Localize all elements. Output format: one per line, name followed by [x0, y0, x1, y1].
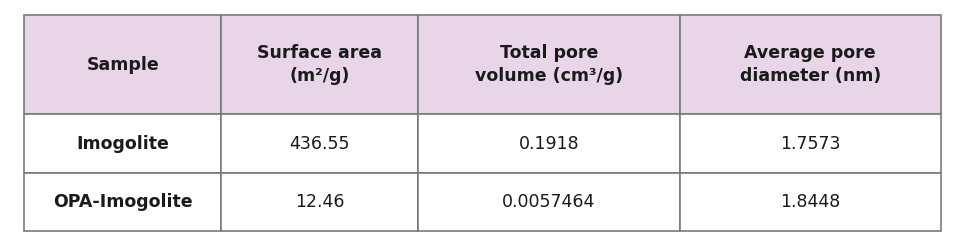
Bar: [418, 114, 679, 173]
Bar: [679, 114, 941, 173]
Bar: [418, 173, 679, 231]
Text: 1.8448: 1.8448: [780, 193, 841, 211]
Text: OPA-Imogolite: OPA-Imogolite: [53, 193, 192, 211]
Text: 0.0057464: 0.0057464: [502, 193, 595, 211]
Bar: [418, 15, 679, 114]
Text: 436.55: 436.55: [290, 135, 350, 153]
Text: 12.46: 12.46: [295, 193, 345, 211]
Bar: [221, 173, 418, 231]
Text: Imogolite: Imogolite: [76, 135, 169, 153]
Bar: [679, 15, 941, 114]
Bar: [24, 15, 221, 114]
Bar: [221, 114, 418, 173]
Bar: [679, 173, 941, 231]
Text: 1.7573: 1.7573: [780, 135, 841, 153]
Text: Surface area
(m²/g): Surface area (m²/g): [258, 44, 382, 85]
Bar: [24, 173, 221, 231]
Bar: [221, 15, 418, 114]
Text: Average pore
diameter (nm): Average pore diameter (nm): [739, 44, 881, 85]
Bar: [24, 114, 221, 173]
Text: Sample: Sample: [86, 56, 159, 74]
Text: Total pore
volume (cm³/g): Total pore volume (cm³/g): [475, 44, 623, 85]
Text: 0.1918: 0.1918: [518, 135, 579, 153]
